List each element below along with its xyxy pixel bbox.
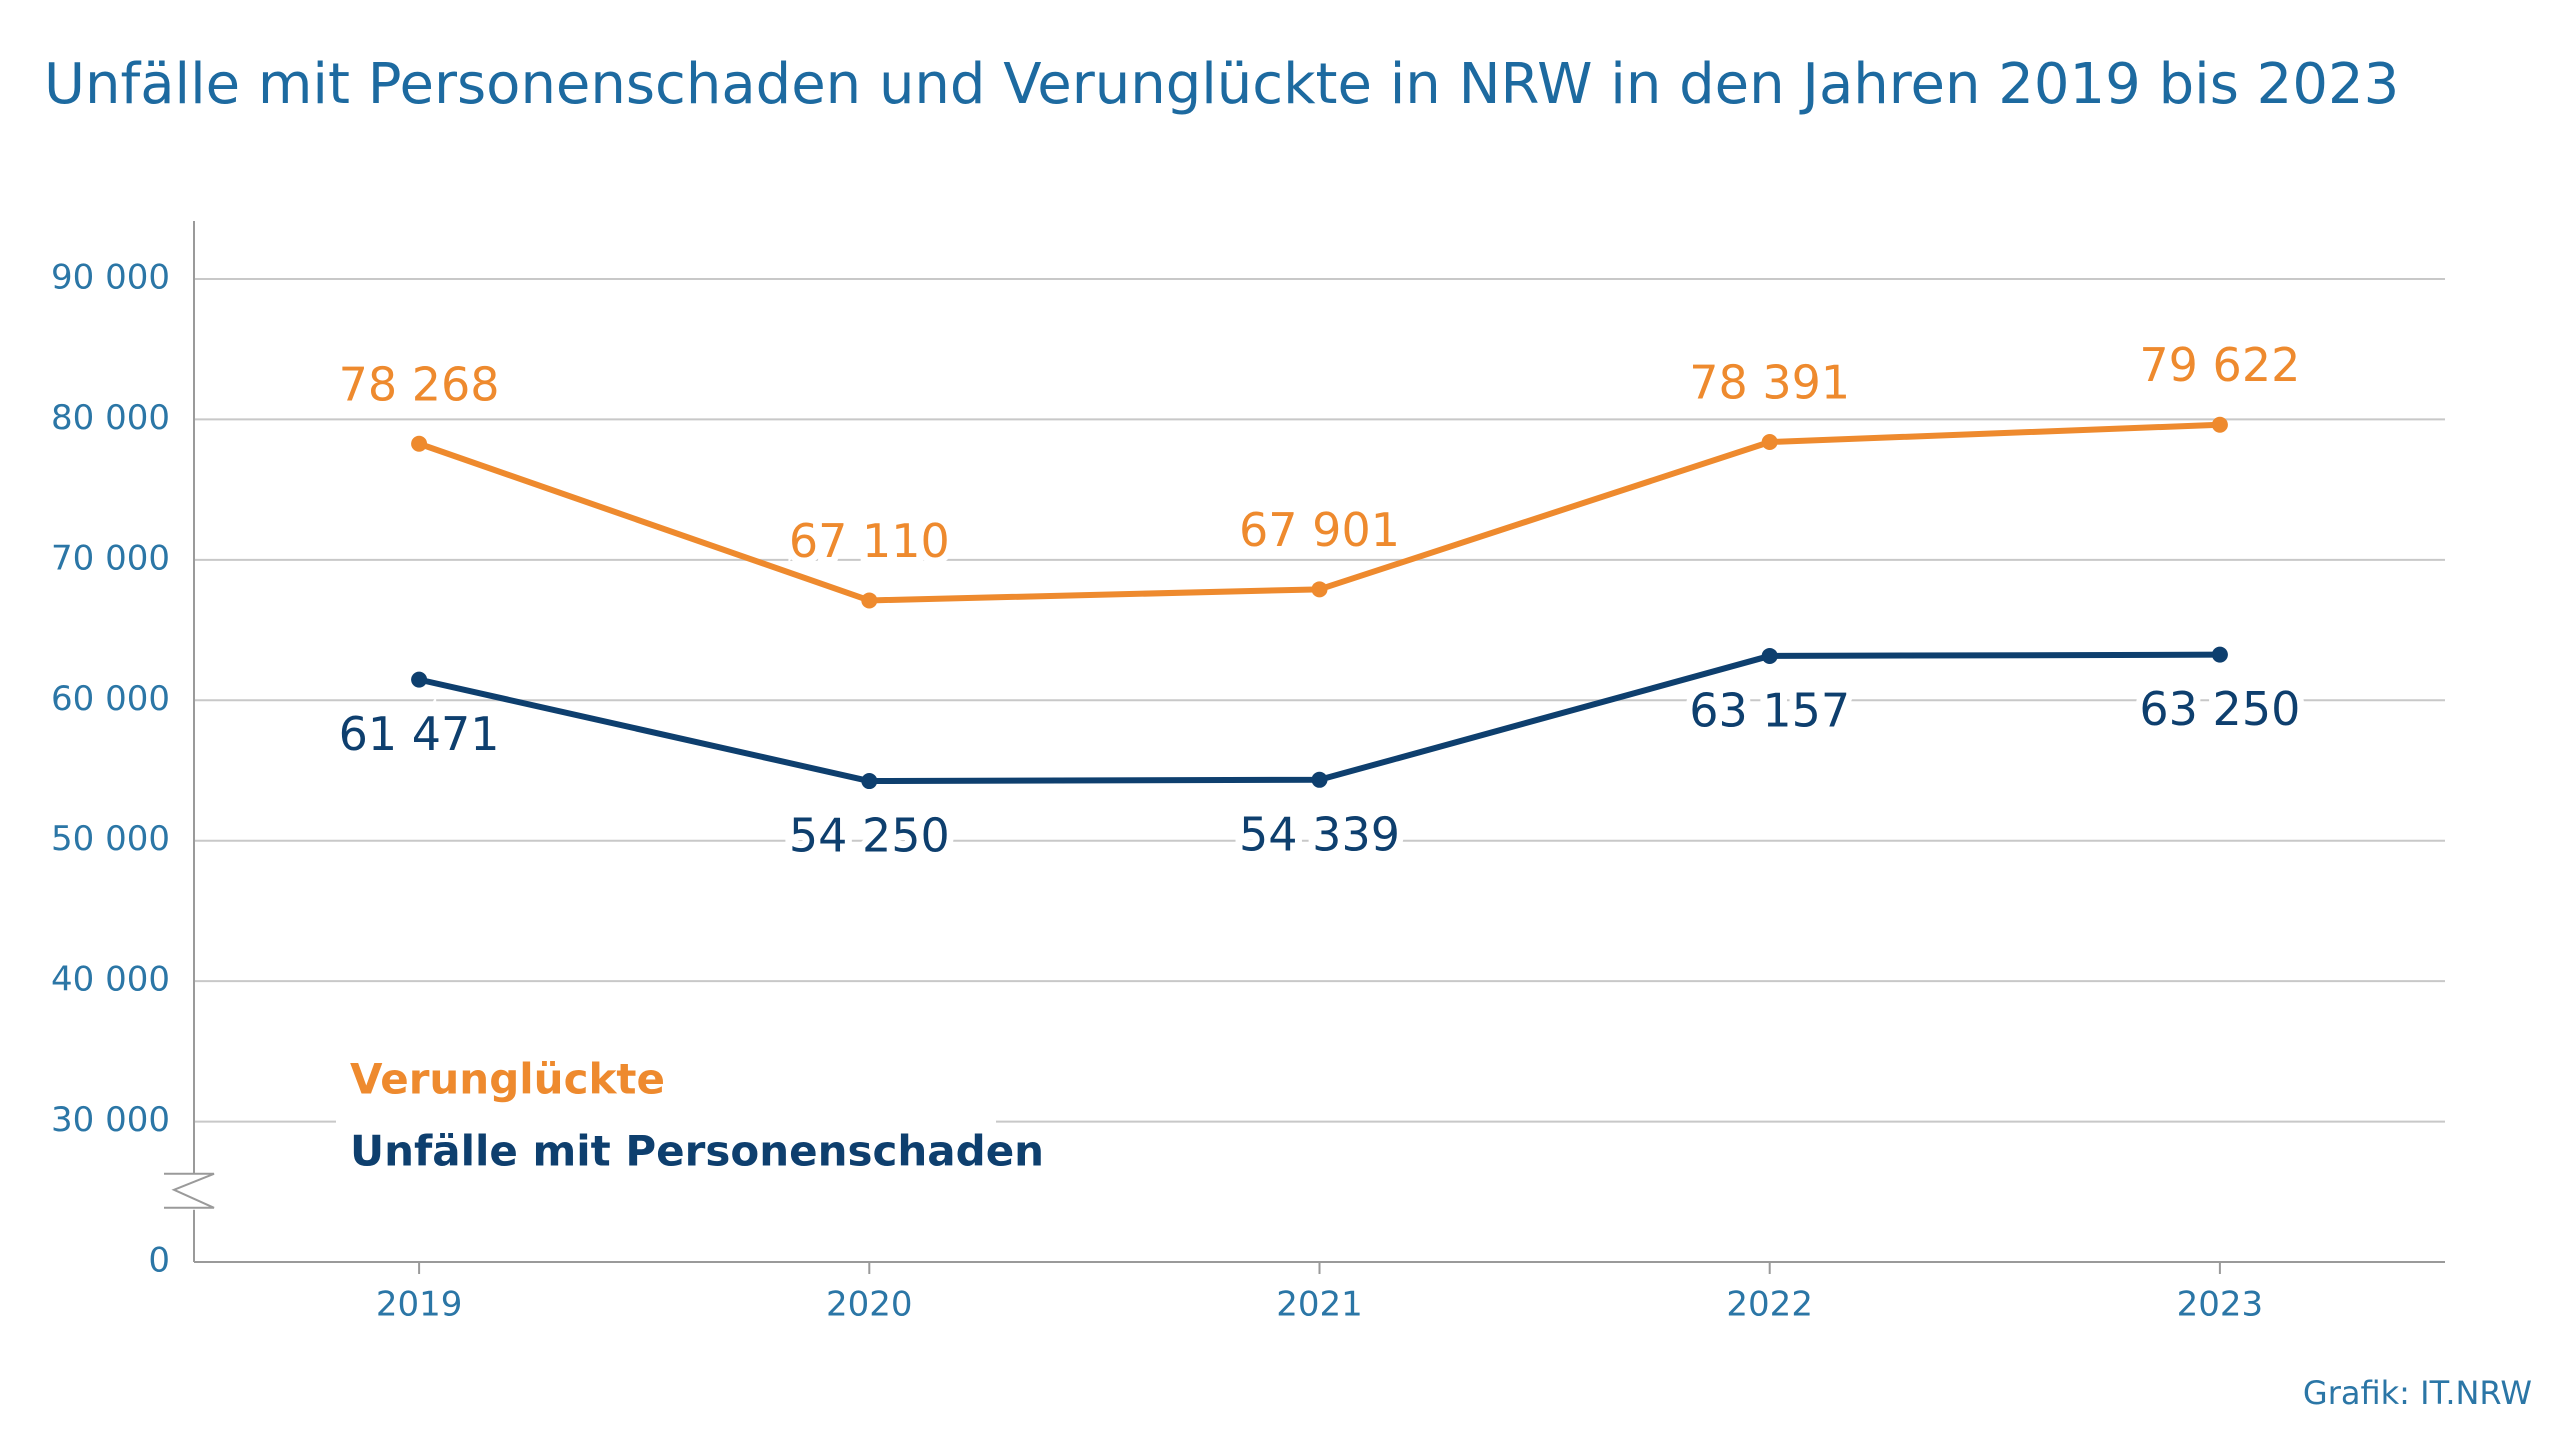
point [411, 671, 428, 688]
x-tick-label: 2022 [1726, 1285, 1813, 1325]
axis-break [164, 1172, 215, 1209]
data-label: 61 471 [339, 707, 500, 761]
x-tick-label: 2023 [2177, 1285, 2264, 1325]
y-tick-label: 30 000 [51, 1100, 170, 1140]
point [861, 773, 878, 790]
legend-entry: Verunglückte [350, 1055, 665, 1104]
data-label: 63 157 [1689, 683, 1850, 737]
data-label: 63 250 [2139, 682, 2300, 736]
point [2211, 646, 2228, 663]
y-tick-label: 60 000 [51, 679, 170, 719]
y-tick-label: 40 000 [51, 960, 170, 1000]
data-label: 54 250 [789, 809, 950, 863]
y-tick-label: 90 000 [51, 258, 170, 298]
x-tick-label: 2021 [1276, 1285, 1363, 1325]
axis-break-gap [164, 1173, 224, 1210]
x-tick-label: 2020 [826, 1285, 913, 1325]
y-tick-label: 0 [148, 1241, 170, 1281]
point [1311, 581, 1328, 598]
y-tick-label: 50 000 [51, 819, 170, 859]
chart-title: Unfälle mit Personenschaden und Verunglü… [44, 52, 2399, 117]
x-tick-label: 2019 [376, 1285, 463, 1325]
source: Grafik: IT.NRW [2303, 1374, 2532, 1412]
point [1761, 434, 1778, 451]
legend-entry: Unfälle mit Personenschaden [350, 1127, 1044, 1176]
legend-background [336, 1040, 996, 1190]
point [1311, 771, 1328, 788]
data-label: 67 901 [1239, 503, 1400, 557]
y-tick-label: 70 000 [51, 538, 170, 578]
data-label: 78 268 [339, 357, 500, 411]
y-tick-label: 80 000 [51, 398, 170, 438]
data-label: 79 622 [2139, 338, 2300, 392]
point [411, 435, 428, 452]
data-label: 67 110 [789, 514, 950, 568]
data-label: 78 391 [1689, 356, 1850, 410]
point [2211, 416, 2228, 433]
data-label: 54 339 [1239, 807, 1400, 861]
point [861, 592, 878, 609]
point [1761, 647, 1778, 664]
